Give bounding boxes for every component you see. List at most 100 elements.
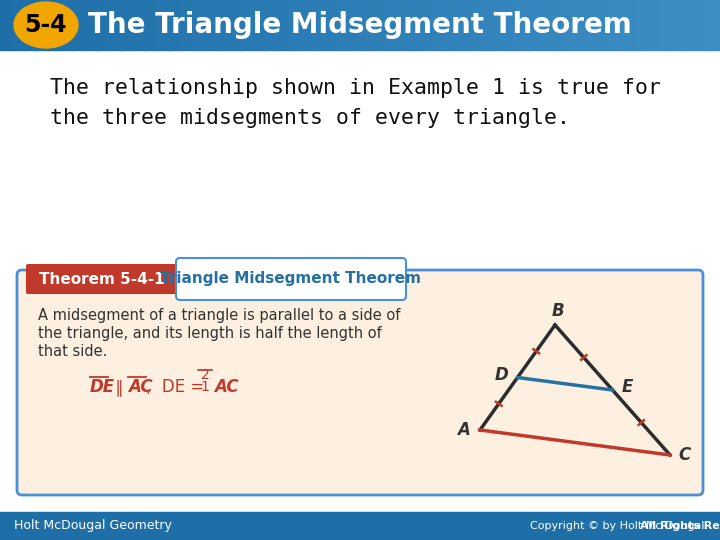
- Bar: [600, 0, 613, 50]
- Text: E: E: [622, 378, 633, 396]
- Bar: [308, 0, 328, 14]
- Bar: [12, 0, 25, 50]
- Bar: [110, 16, 130, 31]
- Bar: [374, 33, 394, 48]
- Bar: [0, 33, 20, 48]
- Bar: [708, 0, 720, 50]
- Bar: [696, 0, 709, 50]
- Bar: [264, 0, 277, 50]
- Bar: [220, 16, 240, 31]
- Bar: [440, 0, 460, 14]
- Bar: [264, 33, 284, 48]
- Bar: [198, 0, 218, 14]
- Bar: [492, 0, 505, 50]
- Bar: [132, 16, 152, 31]
- Bar: [72, 0, 85, 50]
- Bar: [286, 16, 306, 31]
- Bar: [330, 0, 350, 14]
- FancyBboxPatch shape: [176, 258, 406, 300]
- Bar: [242, 33, 262, 48]
- Bar: [594, 33, 614, 48]
- Bar: [176, 33, 196, 48]
- Bar: [220, 0, 240, 14]
- Text: The relationship shown in Example 1 is true for: The relationship shown in Example 1 is t…: [50, 78, 661, 98]
- Bar: [506, 0, 526, 14]
- Bar: [408, 0, 421, 50]
- Bar: [66, 0, 86, 14]
- Bar: [444, 0, 457, 50]
- Bar: [704, 33, 720, 48]
- Bar: [96, 0, 109, 50]
- Text: ,  DE =: , DE =: [146, 378, 210, 396]
- Bar: [288, 0, 301, 50]
- Bar: [420, 0, 433, 50]
- Bar: [528, 16, 548, 31]
- Bar: [330, 33, 350, 48]
- Bar: [180, 0, 193, 50]
- Bar: [330, 16, 350, 31]
- Bar: [44, 0, 64, 14]
- Bar: [484, 33, 504, 48]
- Bar: [588, 0, 601, 50]
- Bar: [704, 16, 720, 31]
- Bar: [0, 50, 720, 515]
- Bar: [176, 16, 196, 31]
- Bar: [44, 16, 64, 31]
- Bar: [228, 0, 241, 50]
- Bar: [308, 16, 328, 31]
- Bar: [396, 0, 409, 50]
- Bar: [88, 16, 108, 31]
- Bar: [66, 33, 86, 48]
- FancyBboxPatch shape: [26, 264, 178, 294]
- Bar: [682, 16, 702, 31]
- Bar: [462, 16, 482, 31]
- Bar: [154, 33, 174, 48]
- Bar: [216, 0, 229, 50]
- Bar: [242, 16, 262, 31]
- Bar: [648, 0, 661, 50]
- Bar: [252, 0, 265, 50]
- Bar: [528, 0, 548, 14]
- Bar: [300, 0, 313, 50]
- Text: Triangle Midsegment Theorem: Triangle Midsegment Theorem: [161, 272, 421, 287]
- Bar: [660, 0, 673, 50]
- Bar: [360, 0, 373, 50]
- Bar: [396, 0, 416, 14]
- Bar: [0, 0, 20, 14]
- Text: Theorem 5-4-1: Theorem 5-4-1: [39, 272, 165, 287]
- Bar: [0, 512, 720, 540]
- Text: B: B: [552, 302, 564, 320]
- Bar: [616, 33, 636, 48]
- Bar: [572, 0, 592, 14]
- Bar: [22, 33, 42, 48]
- Text: AC: AC: [214, 378, 238, 396]
- Bar: [348, 0, 361, 50]
- Text: A: A: [458, 421, 470, 439]
- Bar: [24, 0, 37, 50]
- Bar: [506, 33, 526, 48]
- Bar: [88, 0, 108, 14]
- Bar: [276, 0, 289, 50]
- Bar: [204, 0, 217, 50]
- Text: DE: DE: [90, 378, 115, 396]
- Bar: [144, 0, 157, 50]
- Bar: [440, 33, 460, 48]
- Bar: [484, 0, 504, 14]
- Bar: [36, 0, 49, 50]
- Bar: [88, 33, 108, 48]
- Bar: [84, 0, 97, 50]
- Bar: [22, 16, 42, 31]
- Bar: [462, 33, 482, 48]
- Bar: [242, 0, 262, 14]
- Bar: [440, 16, 460, 31]
- FancyBboxPatch shape: [17, 270, 703, 495]
- Bar: [110, 33, 130, 48]
- Bar: [66, 16, 86, 31]
- Bar: [396, 33, 416, 48]
- Text: the three midsegments of every triangle.: the three midsegments of every triangle.: [50, 108, 570, 128]
- Bar: [576, 0, 589, 50]
- Bar: [550, 16, 570, 31]
- Text: AC: AC: [128, 378, 153, 396]
- Text: the triangle, and its length is half the length of: the triangle, and its length is half the…: [38, 326, 382, 341]
- Bar: [418, 0, 438, 14]
